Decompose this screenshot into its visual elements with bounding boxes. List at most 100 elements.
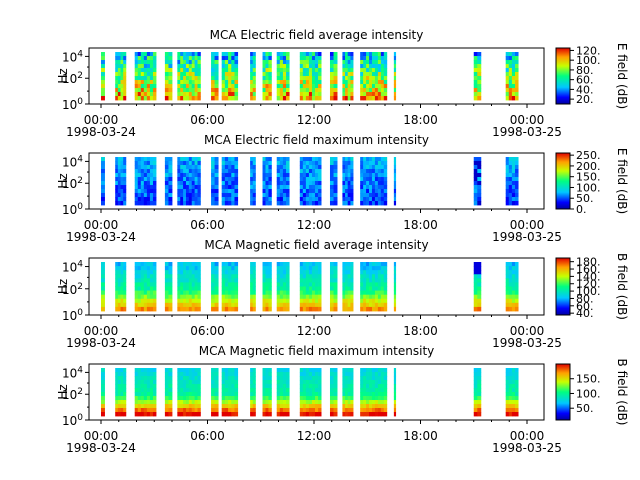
spectrogram-cell: [315, 177, 319, 182]
spectrogram-cell: [146, 181, 151, 186]
spectrogram-cell: [371, 193, 376, 198]
spectrogram-cell: [305, 56, 310, 61]
x-tick-label: 12:00: [297, 324, 332, 338]
spectrogram-cell: [282, 84, 287, 89]
spectrogram-cell: [117, 266, 121, 271]
spectrogram-cell: [333, 380, 338, 385]
spectrogram-cell: [123, 270, 127, 275]
colorbar-tick-label: 150.: [576, 373, 601, 386]
spectrogram-cell: [374, 201, 379, 206]
spectrogram-cell: [234, 412, 239, 417]
spectrogram-cell: [342, 266, 346, 271]
spectrogram-cell: [371, 72, 376, 77]
spectrogram-cell: [211, 298, 215, 304]
spectrogram-cell: [185, 92, 190, 97]
spectrogram-cell: [228, 400, 232, 405]
spectrogram-cell: [511, 177, 516, 182]
spectrogram-cell: [371, 400, 376, 405]
spectrogram-cell: [508, 60, 513, 65]
spectrogram-cell: [508, 290, 513, 296]
spectrogram-cell: [188, 197, 193, 202]
spectrogram-cell: [515, 193, 519, 198]
panel-title: MCA Electric field average intensity: [210, 28, 424, 42]
spectrogram-cell: [515, 392, 519, 397]
spectrogram-cell: [183, 76, 187, 81]
spectrogram-cell: [265, 388, 269, 393]
spectrogram-cell: [224, 197, 229, 202]
spectrogram-cell: [191, 404, 196, 409]
spectrogram-cell: [350, 262, 354, 267]
spectrogram-cell: [299, 165, 304, 170]
spectrogram-cell: [311, 64, 316, 69]
spectrogram-cell: [366, 286, 370, 291]
spectrogram-cell: [366, 412, 370, 417]
spectrogram-cell: [137, 84, 142, 89]
spectrogram-cell: [315, 274, 319, 279]
spectrogram-cell: [268, 262, 272, 267]
spectrogram-cell: [311, 408, 316, 413]
spectrogram-cell: [383, 56, 388, 61]
spectrogram-cell: [183, 380, 187, 385]
spectrogram-cell: [143, 157, 148, 162]
spectrogram-cell: [168, 173, 173, 178]
spectrogram-cell: [315, 302, 319, 308]
spectrogram-cell: [371, 56, 376, 61]
spectrogram-cell: [231, 266, 235, 271]
spectrogram-cell: [149, 286, 154, 291]
spectrogram-cell: [101, 274, 105, 279]
spectrogram-cell: [279, 388, 284, 393]
spectrogram-cell: [152, 68, 157, 73]
spectrogram-cell: [508, 262, 513, 267]
spectrogram-cell: [197, 396, 201, 401]
spectrogram-cell: [265, 173, 269, 178]
spectrogram-cell: [329, 278, 334, 283]
spectrogram-cell: [221, 96, 226, 101]
spectrogram-cell: [380, 278, 385, 283]
spectrogram-cell: [350, 80, 354, 85]
spectrogram-cell: [374, 56, 379, 61]
spectrogram-cell: [318, 282, 322, 287]
spectrogram-cell: [140, 380, 145, 385]
spectrogram-cell: [211, 157, 215, 162]
spectrogram-cell: [268, 193, 272, 198]
spectrogram-cell: [333, 88, 338, 93]
spectrogram-cell: [345, 92, 349, 97]
spectrogram-cell: [221, 185, 226, 190]
spectrogram-cell: [228, 286, 232, 291]
spectrogram-cell: [149, 84, 154, 89]
spectrogram-cell: [342, 181, 346, 186]
spectrogram-cell: [228, 60, 232, 65]
spectrogram-cell: [224, 88, 229, 93]
spectrogram-cell: [363, 376, 367, 381]
spectrogram-cell: [137, 88, 142, 93]
spectrogram-cell: [231, 92, 235, 97]
spectrogram-cell: [311, 282, 316, 287]
spectrogram-cell: [374, 96, 379, 101]
spectrogram-cell: [308, 278, 313, 283]
spectrogram-cell: [371, 185, 376, 190]
spectrogram-cell: [380, 384, 385, 389]
spectrogram-cell: [250, 400, 254, 405]
spectrogram-cell: [231, 68, 235, 73]
spectrogram-cell: [282, 72, 287, 77]
spectrogram-cell: [137, 161, 142, 166]
spectrogram-cell: [221, 68, 226, 73]
spectrogram-cell: [473, 262, 478, 267]
spectrogram-cell: [268, 165, 272, 170]
spectrogram-cell: [333, 282, 338, 287]
spectrogram-cell: [137, 412, 142, 417]
spectrogram-cell: [221, 84, 226, 89]
spectrogram-cell: [508, 197, 513, 202]
spectrogram-cell: [318, 193, 322, 198]
spectrogram-cell: [282, 193, 287, 198]
spectrogram-cell: [224, 306, 229, 312]
spectrogram-cell: [228, 80, 232, 85]
spectrogram-cell: [350, 388, 354, 393]
spectrogram-cell: [120, 157, 124, 162]
spectrogram-cell: [299, 52, 304, 57]
spectrogram-cell: [279, 189, 284, 194]
spectrogram-cell: [123, 400, 127, 405]
y-axis-label: Hz: [56, 279, 70, 294]
data-segment: [299, 157, 322, 206]
spectrogram-cell: [191, 80, 196, 85]
